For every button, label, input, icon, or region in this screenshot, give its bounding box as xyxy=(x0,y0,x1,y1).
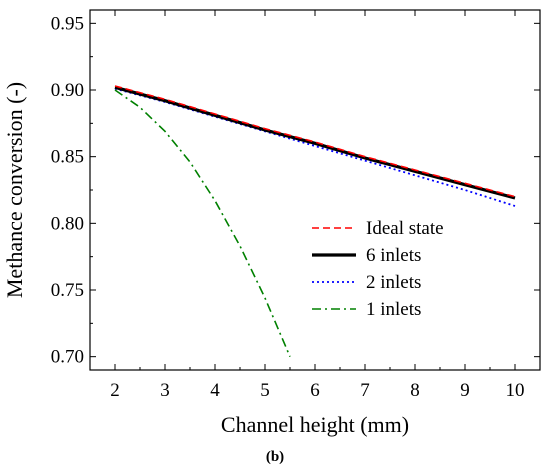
y-axis-title: Methance conversion (-) xyxy=(2,82,27,298)
series-line-3 xyxy=(114,89,291,357)
x-tick-label: 7 xyxy=(360,380,370,401)
y-tick-label: 0.75 xyxy=(51,280,84,301)
x-tick-label: 10 xyxy=(506,380,525,401)
x-tick-label: 4 xyxy=(210,380,220,401)
x-axis-title: Channel height (mm) xyxy=(221,412,409,437)
x-tick-label: 3 xyxy=(160,380,170,401)
x-tick-label: 8 xyxy=(410,380,420,401)
x-tick-label: 9 xyxy=(460,380,470,401)
series-line-2 xyxy=(114,87,516,207)
legend: Ideal state 6 inlets 2 inlets 1 inlets xyxy=(312,218,444,320)
y-tick-label: 0.80 xyxy=(51,213,84,234)
series-line-1 xyxy=(114,85,516,200)
x-tick-label: 5 xyxy=(260,380,270,401)
plot-frame xyxy=(89,9,541,371)
legend-label: 2 inlets xyxy=(366,272,421,293)
legend-label: 1 inlets xyxy=(366,299,421,320)
legend-label: Ideal state xyxy=(366,218,444,239)
x-tick-label: 2 xyxy=(110,380,120,401)
y-tick-label: 0.90 xyxy=(51,80,84,101)
figure-caption: (b) xyxy=(266,449,284,465)
axis-ticks: 2 3 4 5 6 7 8 9 10 0.70 0.75 0.80 0.85 0.90 0.95 xyxy=(51,10,540,401)
y-tick-label: 0.85 xyxy=(51,147,84,168)
series-layer xyxy=(114,85,516,357)
legend-label: 6 inlets xyxy=(366,245,421,266)
y-tick-label: 0.70 xyxy=(51,347,84,368)
y-tick-label: 0.95 xyxy=(51,13,84,34)
x-tick-label: 6 xyxy=(310,380,320,401)
series-line-0 xyxy=(114,85,516,198)
